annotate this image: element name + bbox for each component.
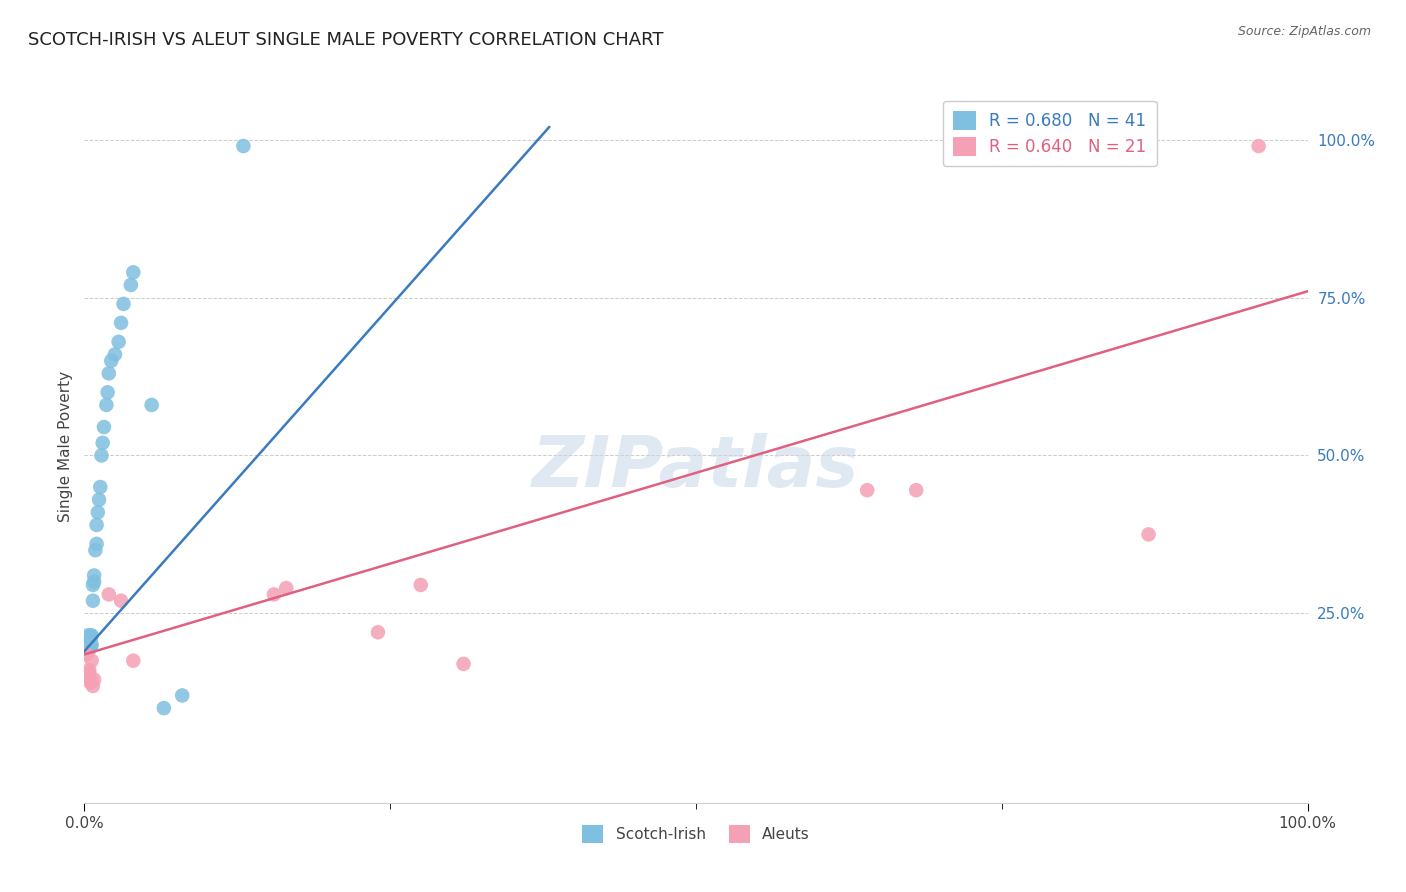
Point xyxy=(107,334,129,349)
Point xyxy=(77,641,100,656)
Point xyxy=(90,449,112,463)
Point xyxy=(122,265,145,279)
Point xyxy=(77,666,100,681)
Point xyxy=(104,347,127,361)
Point xyxy=(77,663,100,677)
Point xyxy=(409,578,432,592)
Point xyxy=(80,628,103,642)
Point xyxy=(263,587,285,601)
Point xyxy=(100,353,122,368)
Point xyxy=(84,543,107,558)
Point xyxy=(77,638,100,652)
Point xyxy=(82,679,104,693)
Point xyxy=(79,641,101,656)
Point xyxy=(86,537,108,551)
Y-axis label: Single Male Poverty: Single Male Poverty xyxy=(58,370,73,522)
Point xyxy=(110,593,132,607)
Point xyxy=(96,398,118,412)
Point xyxy=(79,638,101,652)
Point xyxy=(82,593,104,607)
Point xyxy=(1247,139,1270,153)
Point xyxy=(87,492,110,507)
Point xyxy=(153,701,176,715)
Point xyxy=(76,634,98,648)
Point xyxy=(89,480,111,494)
Point xyxy=(77,666,100,681)
Point xyxy=(77,632,100,646)
Point xyxy=(75,641,97,656)
Point xyxy=(79,673,101,687)
Point xyxy=(453,657,475,671)
Point xyxy=(76,648,98,662)
Point xyxy=(112,297,135,311)
Point xyxy=(80,654,103,668)
Point xyxy=(77,641,100,656)
Point xyxy=(97,587,120,601)
Point xyxy=(97,367,120,381)
Point xyxy=(97,385,120,400)
Point xyxy=(80,638,103,652)
Point xyxy=(91,435,114,450)
Point xyxy=(232,139,254,153)
Point xyxy=(1137,527,1160,541)
Legend: Scotch-Irish, Aleuts: Scotch-Irish, Aleuts xyxy=(576,819,815,848)
Point xyxy=(77,628,100,642)
Point xyxy=(79,632,101,646)
Point xyxy=(79,628,101,642)
Point xyxy=(141,398,163,412)
Point xyxy=(83,574,105,589)
Point xyxy=(276,581,298,595)
Point xyxy=(110,316,132,330)
Text: Source: ZipAtlas.com: Source: ZipAtlas.com xyxy=(1237,25,1371,38)
Text: ZIPatlas: ZIPatlas xyxy=(533,433,859,502)
Point xyxy=(172,689,194,703)
Point xyxy=(120,277,142,292)
Point xyxy=(79,675,101,690)
Point xyxy=(905,483,928,498)
Point xyxy=(87,505,110,519)
Point xyxy=(83,568,105,582)
Point xyxy=(367,625,389,640)
Point xyxy=(122,654,145,668)
Point xyxy=(76,638,98,652)
Point xyxy=(856,483,879,498)
Point xyxy=(86,517,108,532)
Point xyxy=(83,673,105,687)
Point xyxy=(82,578,104,592)
Text: SCOTCH-IRISH VS ALEUT SINGLE MALE POVERTY CORRELATION CHART: SCOTCH-IRISH VS ALEUT SINGLE MALE POVERT… xyxy=(28,31,664,49)
Point xyxy=(93,420,115,434)
